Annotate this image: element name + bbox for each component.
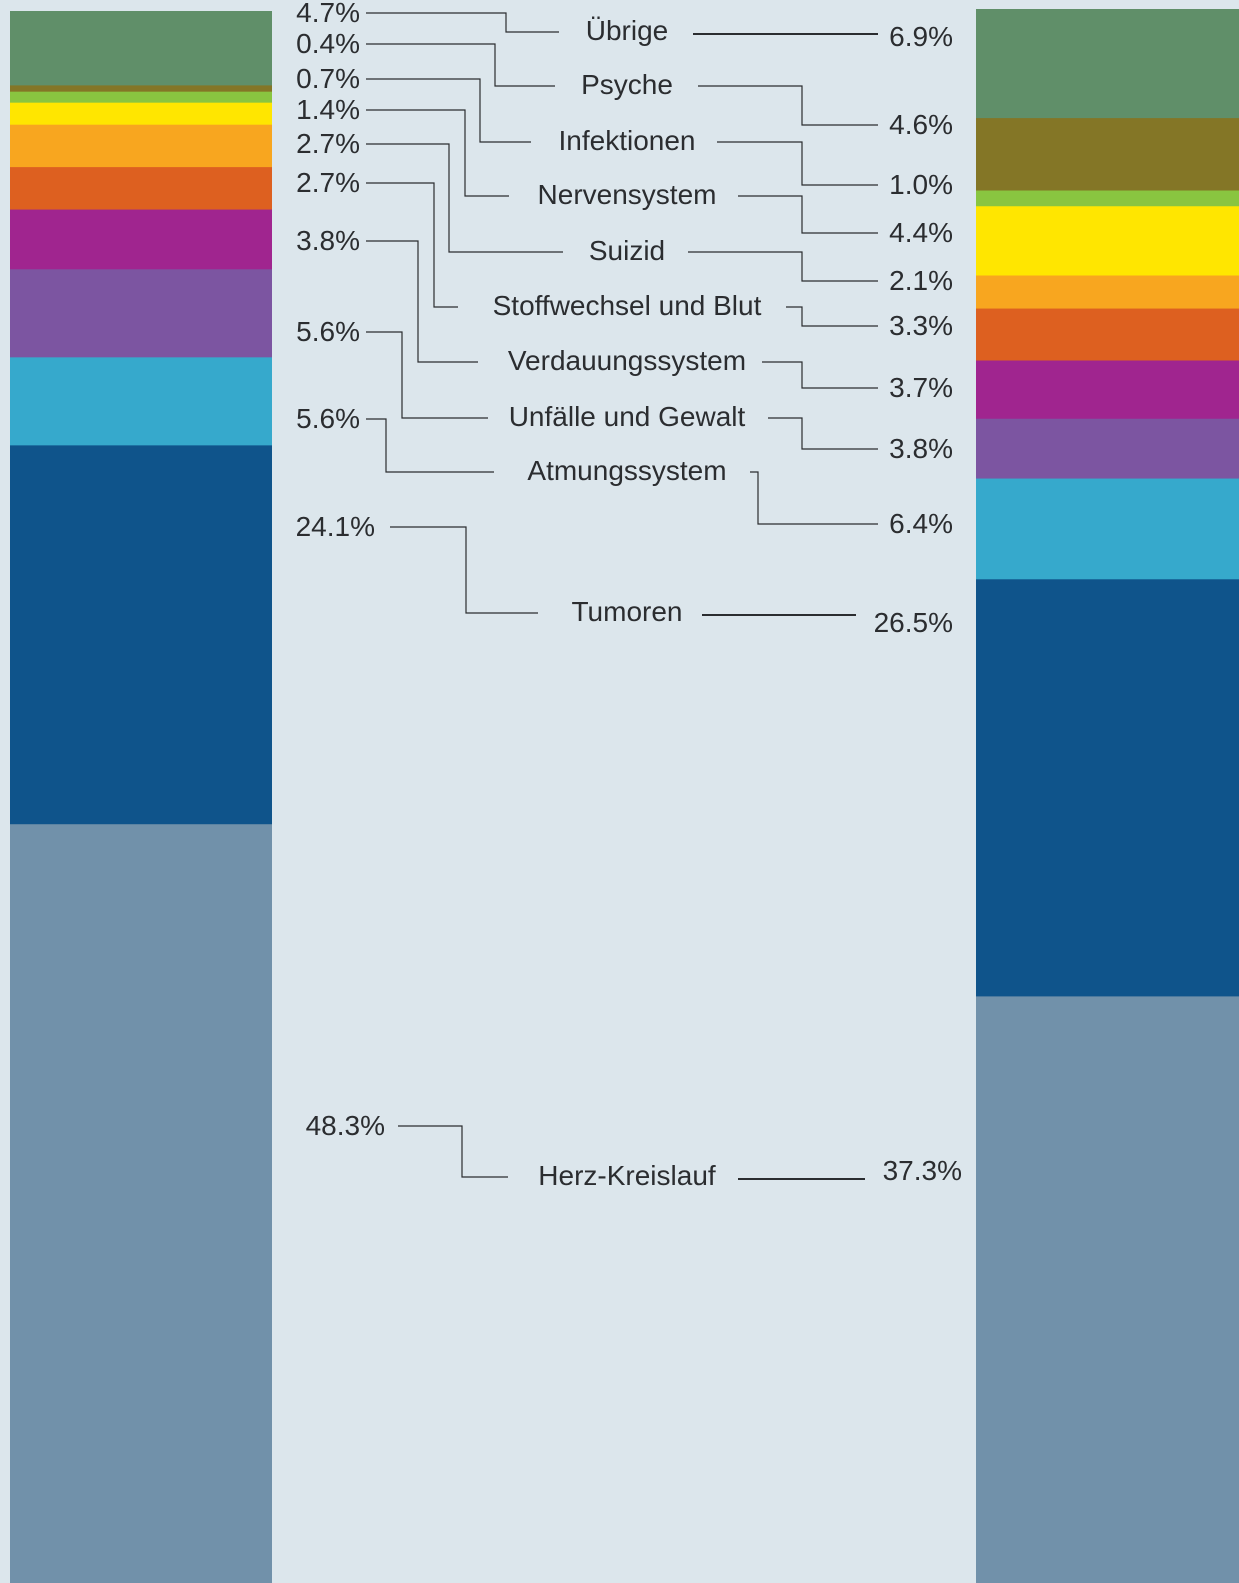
connector-left-verdauungssystem <box>366 240 478 363</box>
connector-right-suizid <box>688 251 878 282</box>
value-label-left-nervensystem: 1.4% <box>296 94 360 125</box>
left-stacked-bar <box>10 11 272 1583</box>
connector-right-unfaelle-und-gewalt <box>768 417 878 450</box>
value-label-left-atmungssystem: 5.6% <box>296 403 360 434</box>
connector-left-atmungssystem <box>366 418 494 473</box>
bar-segment-right-suizid <box>976 275 1239 309</box>
right-value-labels: 37.3% 26.5% 6.4% 3.8% 3.7% 3.3% 2.1% 4.4% 1.0% 4.… <box>874 21 962 1186</box>
category-labels: Herz-Kreislauf Tumoren Atmungssystem Unfäll… <box>493 15 762 1191</box>
bar-segment-left-psyche <box>10 84 272 92</box>
bar-segment-right-atmungssystem <box>976 478 1239 580</box>
bar-segment-left-verdauungssystem <box>10 209 272 270</box>
bar-segment-left-stoffwechsel-und-blut <box>10 166 272 210</box>
bar-segment-left-uebrige <box>10 11 272 86</box>
value-label-left-unfaelle-und-gewalt: 5.6% <box>296 316 360 347</box>
bar-segment-left-unfaelle-und-gewalt <box>10 268 272 358</box>
category-label-unfaelle-und-gewalt: Unfälle und Gewalt <box>509 401 746 432</box>
category-label-nervensystem: Nervensystem <box>538 179 717 210</box>
value-label-left-suizid: 2.7% <box>296 128 360 159</box>
connector-left-suizid <box>366 143 563 253</box>
bar-segment-right-infektionen <box>976 190 1239 207</box>
bar-segment-left-tumoren <box>10 444 272 825</box>
value-label-left-psyche: 0.4% <box>296 28 360 59</box>
connector-left-tumoren <box>390 526 538 614</box>
connector-left-infektionen <box>366 78 531 143</box>
value-label-right-atmungssystem: 6.4% <box>889 508 953 539</box>
value-label-right-psyche: 4.6% <box>889 109 953 140</box>
category-label-psyche: Psyche <box>581 69 673 100</box>
connector-left-unfaelle-und-gewalt <box>366 331 488 419</box>
value-label-left-infektionen: 0.7% <box>296 63 360 94</box>
bar-segment-right-psyche <box>976 117 1239 191</box>
label-connectors <box>366 12 878 1180</box>
value-label-right-verdauungssystem: 3.7% <box>889 372 953 403</box>
bar-segment-right-uebrige <box>976 9 1239 119</box>
bar-segment-right-verdauungssystem <box>976 360 1239 419</box>
category-label-atmungssystem: Atmungssystem <box>527 455 726 486</box>
connector-right-nervensystem <box>738 195 878 234</box>
value-label-right-nervensystem: 4.4% <box>889 217 953 248</box>
category-label-infektionen: Infektionen <box>559 125 696 156</box>
connector-right-verdauungssystem <box>762 361 878 389</box>
bar-segment-left-suizid <box>10 124 272 168</box>
bar-segment-right-tumoren <box>976 578 1239 997</box>
connector-left-psyche <box>366 43 555 87</box>
connector-right-psyche <box>698 85 878 126</box>
connector-left-nervensystem <box>366 109 509 197</box>
connector-left-herz-kreislauf <box>398 1125 508 1178</box>
value-label-left-uebrige: 4.7% <box>296 0 360 28</box>
value-label-left-herz-kreislauf: 48.3% <box>306 1110 385 1141</box>
left-value-labels: 48.3%24.1%5.6%5.6%3.8%2.7%2.7%1.4%0.7%0.… <box>296 0 385 1141</box>
category-label-verdauungssystem: Verdauungssystem <box>508 345 746 376</box>
value-label-left-stoffwechsel-und-blut: 2.7% <box>296 167 360 198</box>
connector-right-infektionen <box>717 141 878 186</box>
connector-right-stoffwechsel-und-blut <box>786 306 878 327</box>
bar-segment-right-herz-kreislauf <box>976 995 1239 1583</box>
value-label-right-tumoren: 26.5% <box>874 607 953 638</box>
value-label-right-infektionen: 1.0% <box>889 169 953 200</box>
bar-segment-right-unfaelle-und-gewalt <box>976 418 1239 479</box>
value-label-right-uebrige: 6.9% <box>889 21 953 52</box>
bar-segment-left-nervensystem <box>10 102 272 125</box>
bar-segment-left-infektionen <box>10 91 272 103</box>
connector-left-uebrige <box>366 12 559 33</box>
bar-segment-right-stoffwechsel-und-blut <box>976 308 1239 361</box>
bar-segment-left-atmungssystem <box>10 356 272 446</box>
value-label-right-stoffwechsel-und-blut: 3.3% <box>889 310 953 341</box>
category-label-herz-kreislauf: Herz-Kreislauf <box>538 1160 716 1191</box>
category-label-uebrige: Übrige <box>586 15 668 46</box>
category-label-stoffwechsel-und-blut: Stoffwechsel und Blut <box>493 290 762 321</box>
value-label-left-verdauungssystem: 3.8% <box>296 225 360 256</box>
category-label-suizid: Suizid <box>589 235 665 266</box>
connector-left-stoffwechsel-und-blut <box>366 182 458 308</box>
value-label-right-herz-kreislauf: 37.3% <box>883 1155 962 1186</box>
connector-right-atmungssystem <box>750 471 878 525</box>
category-label-tumoren: Tumoren <box>571 596 682 627</box>
bar-segment-left-herz-kreislauf <box>10 823 272 1583</box>
right-stacked-bar <box>976 9 1239 1583</box>
value-label-left-tumoren: 24.1% <box>296 511 375 542</box>
value-label-right-unfaelle-und-gewalt: 3.8% <box>889 433 953 464</box>
bar-segment-right-nervensystem <box>976 205 1239 276</box>
value-label-right-suizid: 2.1% <box>889 265 953 296</box>
